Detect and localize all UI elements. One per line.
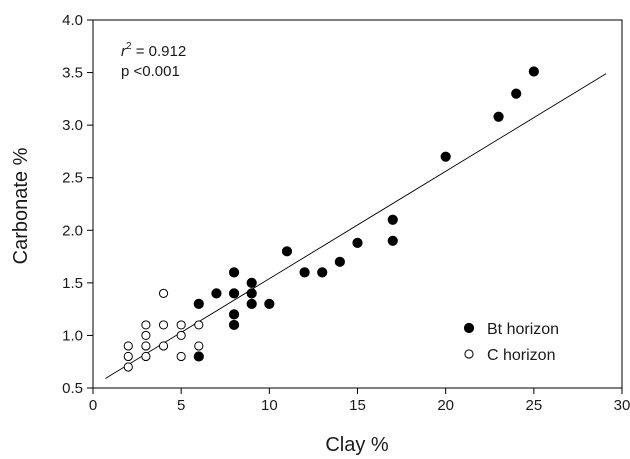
legend-label-c-horizon: C horizon — [487, 347, 555, 364]
data-point-c-horizon — [158, 288, 169, 298]
r-squared-annotation: r2 = 0.912 — [121, 41, 186, 60]
data-point-c-horizon — [123, 341, 133, 351]
data-point-bt-horizon — [493, 111, 504, 122]
data-point-bt-horizon — [281, 246, 293, 257]
r-symbol: r — [121, 43, 127, 60]
data-point-bt-horizon — [387, 235, 398, 246]
data-point-bt-horizon — [228, 309, 240, 320]
data-point-bt-horizon — [246, 288, 257, 299]
data-point-bt-horizon — [317, 267, 328, 278]
data-point-bt-horizon — [264, 298, 275, 309]
data-point-bt-horizon — [246, 298, 257, 309]
data-point-bt-horizon — [211, 288, 222, 299]
x-axis-title: Clay % — [325, 434, 389, 456]
data-point-c-horizon — [123, 351, 133, 362]
data-point-bt-horizon — [228, 319, 240, 331]
data-points — [123, 66, 539, 372]
x-tick-label: 0 — [89, 397, 97, 414]
y-tick-label: 3.5 — [62, 65, 83, 82]
data-point-c-horizon — [176, 351, 186, 362]
x-tick-label: 25 — [525, 397, 542, 414]
regression-line — [105, 73, 607, 379]
x-tick-label: 10 — [261, 397, 278, 414]
y-tick-label: 2.0 — [62, 222, 83, 239]
legend-marker-bt-horizon — [463, 322, 475, 334]
data-point-bt-horizon — [246, 277, 257, 288]
axis-ticks — [87, 19, 623, 394]
x-tick-label: 20 — [437, 397, 454, 414]
data-point-bt-horizon — [334, 256, 345, 267]
data-point-c-horizon — [176, 330, 186, 341]
data-point-bt-horizon — [387, 214, 398, 225]
y-tick-label: 4.0 — [62, 12, 83, 29]
data-point-bt-horizon — [193, 298, 204, 309]
data-point-bt-horizon — [440, 151, 451, 162]
data-point-c-horizon — [141, 351, 151, 362]
r-squared-superscript: 2 — [126, 41, 132, 52]
data-point-bt-horizon — [228, 267, 240, 278]
data-point-c-horizon — [194, 320, 204, 330]
data-point-c-horizon — [141, 341, 151, 351]
annotation-block: r2 = 0.912 p <0.001 — [121, 41, 186, 80]
x-tick-label: 5 — [177, 397, 185, 414]
regression-line-group — [105, 73, 607, 379]
r-squared-value: = 0.912 — [132, 43, 187, 60]
data-point-bt-horizon — [193, 351, 204, 362]
y-tick-label: 1.5 — [62, 275, 83, 292]
x-tick-label: 30 — [614, 397, 630, 414]
legend-label-bt-horizon: Bt horizon — [487, 321, 559, 338]
data-point-c-horizon — [158, 341, 169, 351]
y-axis-title: Carbonate % — [10, 147, 32, 264]
y-tick-label: 1.0 — [62, 327, 83, 344]
data-point-c-horizon — [141, 330, 151, 341]
data-point-bt-horizon — [299, 267, 310, 278]
data-point-c-horizon — [176, 320, 186, 330]
data-point-bt-horizon — [352, 237, 363, 249]
data-point-c-horizon — [123, 362, 133, 372]
p-value-annotation: p <0.001 — [121, 63, 180, 80]
data-point-c-horizon — [194, 341, 204, 351]
data-point-bt-horizon — [228, 288, 240, 299]
data-point-bt-horizon — [511, 88, 522, 99]
x-tick-label: 15 — [349, 397, 366, 414]
legend-marker-c-horizon — [464, 349, 474, 359]
data-point-bt-horizon — [528, 66, 539, 77]
y-tick-label: 0.5 — [62, 380, 83, 397]
y-tick-label: 2.5 — [62, 170, 83, 187]
y-tick-label: 3.0 — [62, 117, 83, 134]
data-point-c-horizon — [158, 320, 169, 330]
data-point-c-horizon — [141, 320, 151, 330]
axis-tick-labels: 0 5 10 15 20 25 30 0.5 1.0 1.5 2.0 2.5 3.0 3.5 4.0 — [62, 12, 630, 414]
legend: Bt horizon C horizon — [463, 321, 559, 364]
